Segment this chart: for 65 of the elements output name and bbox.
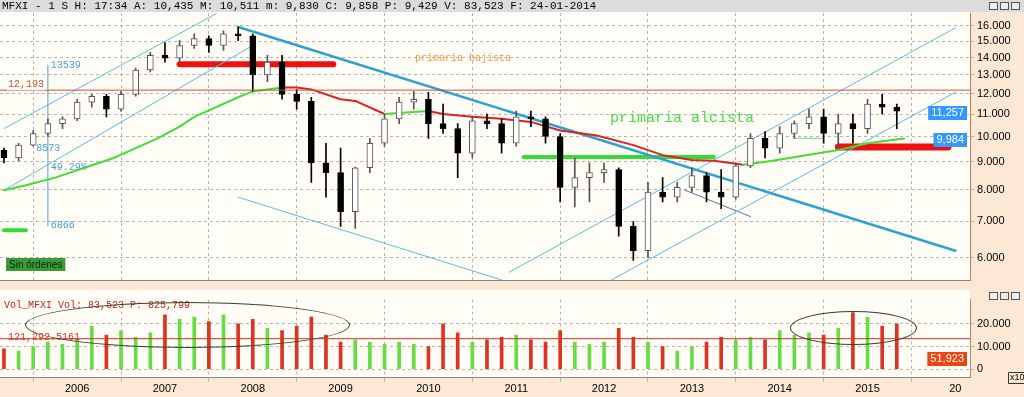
y-tick-label: 12.000 [977, 86, 1011, 99]
bar [777, 330, 782, 370]
bar [119, 330, 123, 370]
annotation: Sin órdenes [9, 258, 63, 270]
annotation: 11,257 [931, 106, 964, 119]
y-tick-label: 10.000 [977, 130, 1011, 143]
candlestick [527, 110, 535, 127]
bar [89, 325, 94, 370]
annotation: primaria bajista [415, 52, 512, 64]
y-tick-label: 7.000 [977, 214, 1005, 227]
y-tick-label: 14.000 [977, 50, 1011, 63]
ref-line-label: 12,193 [8, 78, 45, 90]
y-tick-label: 8.000 [977, 182, 1005, 195]
x-tick-label: 2010 [416, 382, 441, 395]
bar [836, 328, 841, 370]
annotation: 49.29% [50, 162, 87, 174]
annotation: 9,984 [936, 133, 964, 146]
y-tick-label: 10.000 [977, 339, 1011, 352]
y-tick-label: 20.000 [977, 316, 1011, 329]
bar [514, 334, 519, 370]
annotation: 6866 [50, 220, 75, 232]
bar [46, 341, 50, 370]
bar [353, 339, 358, 370]
candlestick [571, 157, 579, 208]
bar [602, 341, 606, 370]
bar [2, 348, 6, 370]
bar [368, 341, 372, 370]
x-tick-label: 2012 [591, 382, 617, 395]
bar [733, 339, 738, 370]
y-tick-label: 11.000 [977, 107, 1010, 120]
y-tick-label: 16.000 [977, 18, 1011, 31]
bar [807, 332, 811, 370]
bar [148, 332, 153, 370]
bar [192, 316, 197, 370]
annotation: 13539 [50, 60, 81, 72]
candlestick [439, 103, 447, 134]
y-tick-label: 13.000 [977, 68, 1011, 81]
bar [31, 346, 36, 370]
y-tick-label: 15.000 [977, 34, 1011, 47]
bar [675, 350, 680, 370]
x-tick-label: 2014 [767, 382, 792, 395]
y-tick-label: 0 [977, 362, 984, 375]
candlestick [234, 26, 242, 41]
y-tick-label: 9.000 [977, 154, 1005, 167]
candlestick [849, 113, 857, 144]
bar [572, 341, 577, 370]
annotation: primaria alcista [610, 109, 755, 127]
x-tick-label: 20 [949, 382, 962, 395]
candlestick [600, 162, 608, 183]
x-tick-label: 2007 [152, 382, 178, 395]
annotation: 51,923 [930, 352, 965, 365]
bar [690, 346, 694, 370]
bar [411, 343, 416, 370]
x-tick-label: 2011 [504, 382, 529, 395]
y-tick-label: 6.000 [977, 250, 1005, 263]
x-tick-label: 2006 [64, 382, 90, 395]
bar [133, 337, 138, 370]
x-tick-label: 2015 [855, 382, 880, 395]
x-tick-label: 2008 [240, 382, 266, 395]
bar [397, 341, 401, 370]
bar [646, 341, 650, 370]
chart-title: MFXI - 1 S H: 17:34 A: 10,435 M: 10,511 m: 9,830 C: 9,858 P: 9,429 V: 83,523 F: 24-01-2014 [2, 0, 597, 13]
x-tick-label: 2013 [679, 382, 705, 395]
text: x10 [1010, 372, 1024, 383]
x-tick-label: 2009 [328, 382, 353, 395]
